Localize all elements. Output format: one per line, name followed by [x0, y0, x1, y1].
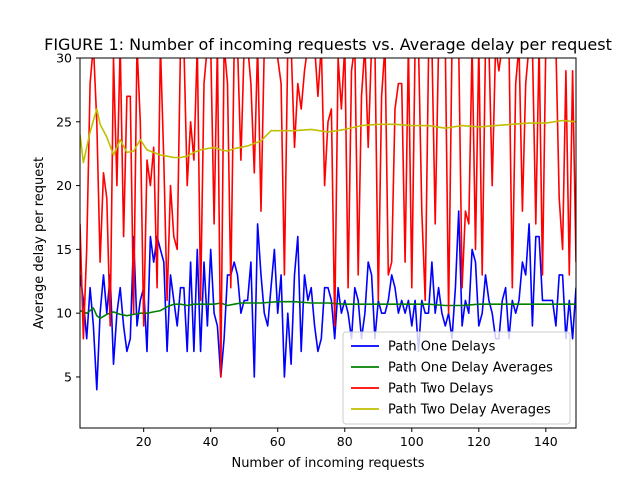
- x-tick-label: 40: [203, 434, 219, 449]
- x-tick-label: 80: [337, 434, 353, 449]
- legend-label: Path One Delays: [388, 340, 496, 355]
- legend: Path One Delays Path One Delay Averages Pa…: [342, 331, 571, 425]
- x-tick-label: 120: [467, 434, 491, 449]
- y-tick-label: 30: [56, 51, 72, 66]
- x-tick-label: 60: [270, 434, 286, 449]
- series-line-path-one-delays: [80, 210, 576, 391]
- y-tick-label: 15: [56, 242, 72, 257]
- legend-label: Path Two Delay Averages: [388, 403, 551, 418]
- y-tick-label: 5: [64, 369, 72, 384]
- y-tick-label: 10: [56, 306, 72, 321]
- y-axis-label: Average delay per request: [32, 157, 47, 329]
- series-line-path-two-delay-averages: [80, 108, 576, 164]
- series-line-path-two-delays: [80, 58, 576, 378]
- chart-title: FIGURE 1: Number of incoming requests vs…: [44, 35, 612, 54]
- legend-label: Path Two Delays: [388, 382, 493, 397]
- plot-area: [79, 57, 577, 429]
- x-tick-label: 20: [136, 434, 152, 449]
- x-axis-label: Number of incoming requests: [231, 456, 424, 471]
- x-tick-label: 100: [400, 434, 424, 449]
- y-tick-label: 20: [56, 178, 72, 193]
- y-tick-label: 25: [56, 114, 72, 129]
- series-line-path-one-delay-averages: [80, 300, 576, 320]
- legend-box: [342, 331, 571, 425]
- y-axis-ticks: 5 10 15 20 25 30: [56, 51, 80, 384]
- x-axis-ticks: 20 40 60 80 100 120 140: [136, 428, 558, 449]
- legend-label: Path One Delay Averages: [388, 361, 553, 376]
- plot-frame: [79, 57, 577, 429]
- x-tick-label: 140: [534, 434, 558, 449]
